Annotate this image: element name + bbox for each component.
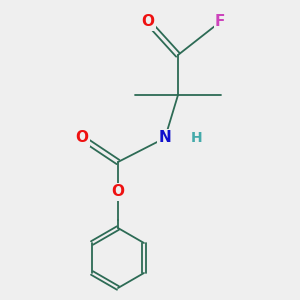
Text: H: H (191, 131, 203, 145)
Text: O: O (76, 130, 88, 146)
Text: O: O (112, 184, 124, 200)
Text: N: N (159, 130, 171, 146)
Text: F: F (215, 14, 225, 29)
Text: O: O (142, 14, 154, 29)
